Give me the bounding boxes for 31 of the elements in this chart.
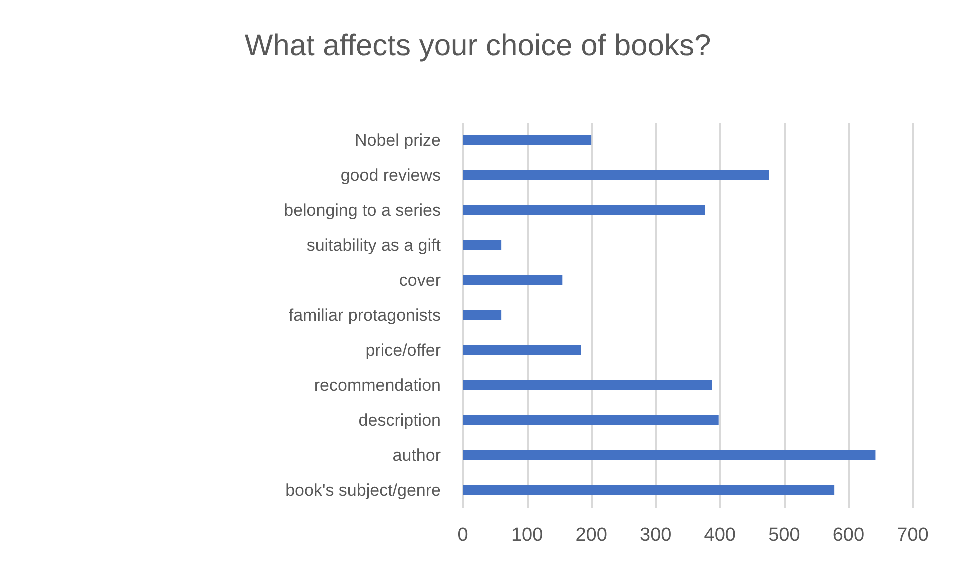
bar — [463, 240, 502, 250]
x-tick-label: 400 — [704, 525, 736, 546]
x-tick-label: 200 — [576, 525, 608, 546]
bar — [463, 346, 582, 356]
x-tick-label: 100 — [511, 525, 544, 546]
y-tick-label: cover — [399, 271, 442, 290]
bar — [463, 310, 502, 320]
x-tick-label: 700 — [897, 525, 929, 546]
y-tick-label: author — [392, 446, 442, 465]
bar — [463, 416, 719, 426]
x-tick-label: 500 — [768, 525, 800, 546]
bar — [463, 486, 835, 496]
y-tick-label: familiar protagonists — [288, 306, 441, 325]
bar — [463, 276, 563, 286]
x-tick-label: 300 — [640, 525, 672, 546]
y-tick-label: suitability as a gift — [306, 236, 442, 255]
y-tick-label: belonging to a series — [284, 201, 441, 220]
bar — [463, 136, 592, 146]
y-tick-label: description — [358, 411, 441, 430]
bar — [463, 206, 706, 216]
chart-title: What affects your choice of books? — [244, 30, 712, 62]
x-tick-label: 0 — [458, 525, 468, 546]
x-tick-label: 600 — [832, 525, 865, 546]
bar — [463, 380, 712, 390]
y-tick-label: good reviews — [340, 166, 441, 185]
y-tick-label: Nobel prize — [355, 131, 441, 150]
bar — [463, 170, 769, 180]
y-tick-label: recommendation — [314, 376, 441, 395]
y-tick-label: price/offer — [366, 341, 442, 360]
y-tick-label: book's subject/genre — [286, 481, 441, 500]
bar — [463, 450, 876, 460]
